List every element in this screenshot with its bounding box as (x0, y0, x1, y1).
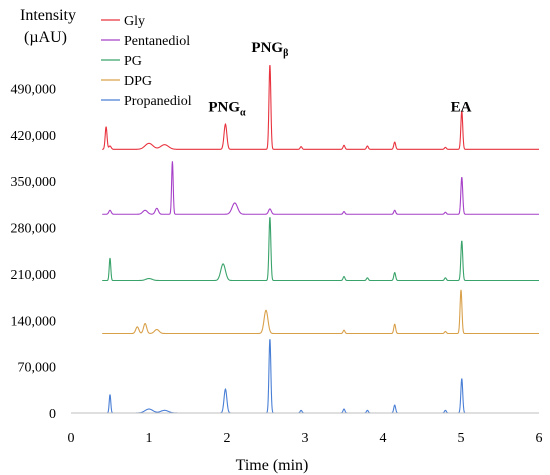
y-tick-label: 140,000 (11, 314, 57, 329)
legend-entry: PG (124, 54, 142, 69)
legend-entry: Pentanediol (124, 34, 190, 49)
y-axis-label-line2: (µAU) (24, 29, 67, 46)
legend-entry: DPG (124, 74, 152, 89)
y-tick-label: 490,000 (11, 82, 57, 97)
x-axis-label: Time (min) (236, 457, 309, 474)
x-tick-label: 5 (458, 431, 465, 446)
series-line-gly (102, 65, 539, 150)
legend-entry: Gly (124, 14, 145, 29)
legend-entry: Propanediol (124, 94, 192, 109)
series-line-dpg (102, 289, 539, 335)
peak-annotation: PNGα (208, 100, 246, 119)
y-tick-label: 420,000 (11, 129, 57, 144)
y-tick-label: 0 (49, 407, 56, 422)
peak-annotation: EA (451, 100, 472, 116)
y-tick-label: 280,000 (11, 222, 57, 237)
series-line-pg (102, 217, 539, 282)
y-tick-label: 70,000 (18, 361, 57, 376)
x-tick-labels: 0 1 2 3 4 5 6 (68, 431, 543, 446)
series-layer (102, 65, 539, 414)
y-tick-labels: 0 70,000 140,000 210,000 280,000 350,000 420,0… (11, 82, 57, 422)
series-line-propanediol (102, 339, 539, 414)
x-tick-label: 0 (68, 431, 75, 446)
x-tick-label: 1 (146, 431, 153, 446)
y-tick-label: 350,000 (11, 175, 57, 190)
x-tick-label: 3 (302, 431, 309, 446)
x-tick-label: 2 (224, 431, 231, 446)
y-tick-label: 210,000 (11, 268, 57, 283)
peak-annotation: PNGβ (251, 40, 288, 59)
peak-annotations: PNGα PNGβ EA (208, 40, 471, 119)
y-axis-label-line1: Intensity (20, 7, 76, 24)
x-tick-label: 4 (380, 431, 387, 446)
legend: Gly Pentanediol PG DPG Propanediol (101, 14, 192, 109)
x-tick-label: 6 (536, 431, 543, 446)
series-line-pentanediol (102, 161, 539, 215)
